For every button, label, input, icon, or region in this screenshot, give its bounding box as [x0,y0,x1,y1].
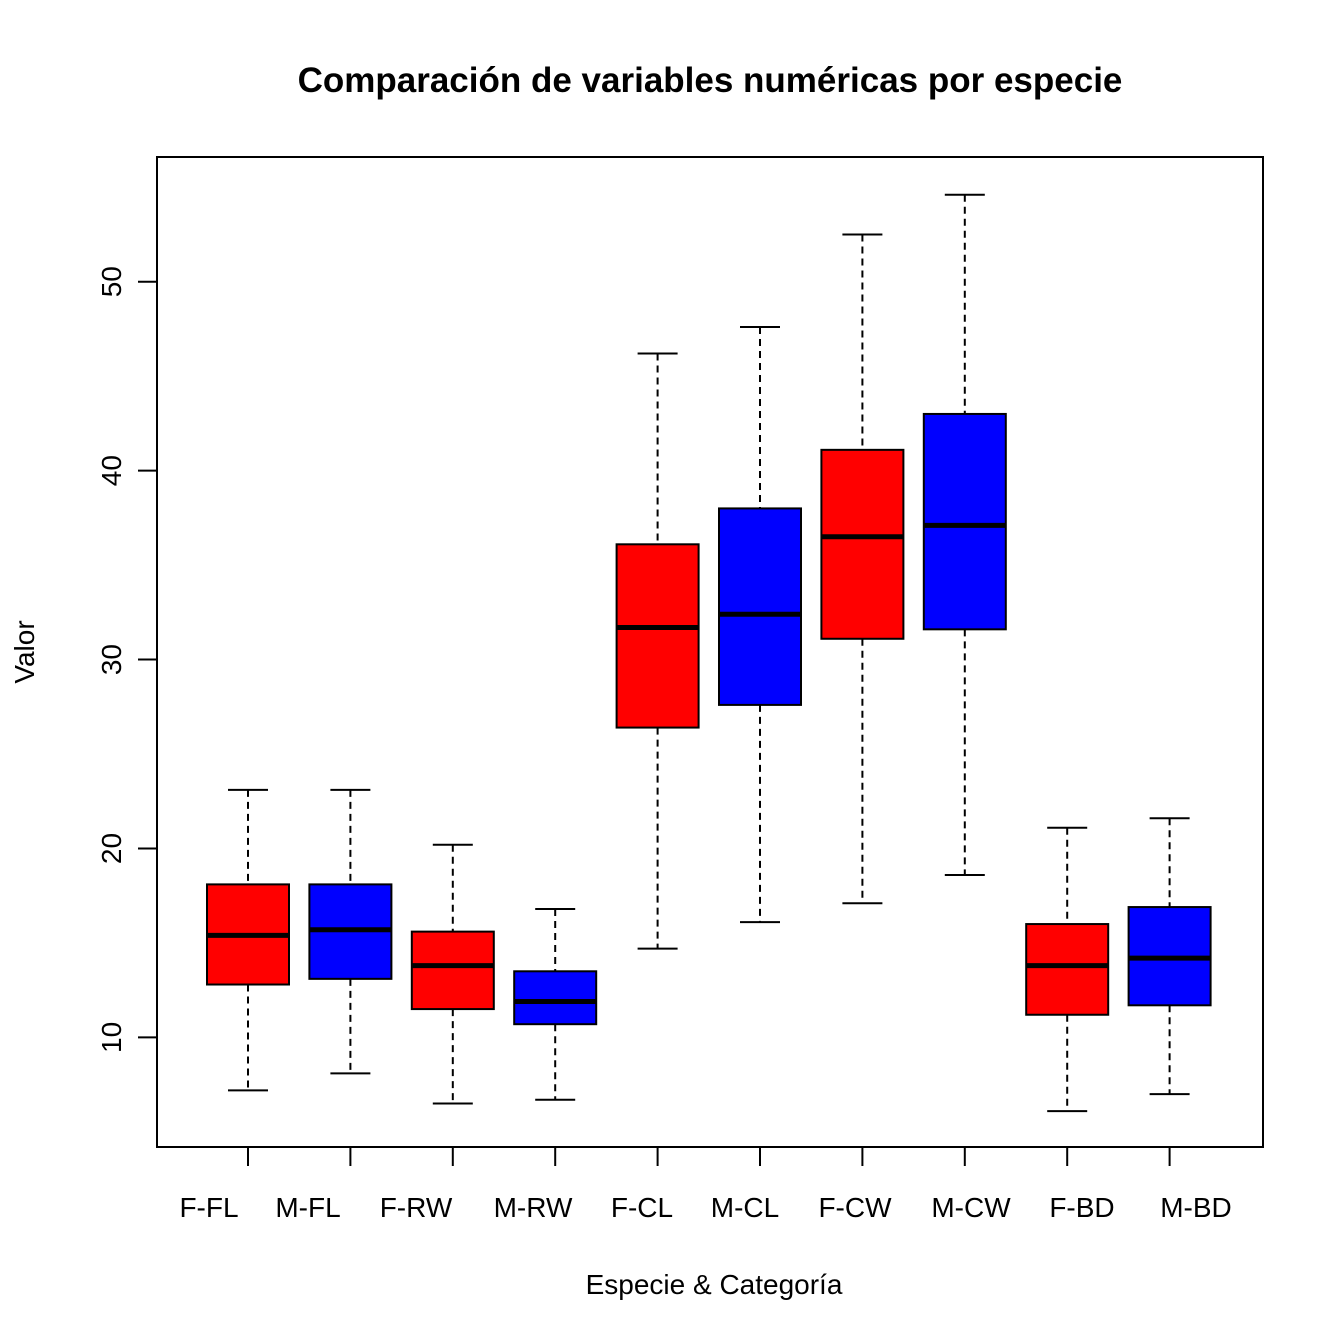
y-tick-label: 50 [96,266,127,297]
box-f-rw [410,843,495,1105]
x-axis-title: Especie & Categoría [586,1269,843,1300]
iqr-box [820,448,905,640]
x-tick-label: F-CW [818,1192,892,1223]
iqr-box [615,543,700,729]
iqr-box [410,930,495,1011]
boxes-group [206,193,1212,1113]
x-tick-label: F-FL [179,1192,238,1223]
x-tick-label: M-RW [494,1192,573,1223]
y-axis-title: Valor [9,620,40,683]
box-m-fl [308,788,393,1075]
iqr-box [922,412,1007,631]
iqr-box [1025,923,1110,1016]
iqr-box [513,970,598,1026]
x-tick-label: M-CW [931,1192,1011,1223]
y-tick-label: 20 [96,833,127,864]
x-tick-label: F-RW [380,1192,453,1223]
x-tick-label: M-BD [1160,1192,1232,1223]
box-f-cw [820,233,905,905]
x-axis: F-FL M-FL F-RW M-RW F-CL M-CL F-CW M-CW F-BD M-BD [179,1146,1232,1223]
y-tick-label: 10 [96,1022,127,1053]
y-tick-label: 40 [96,455,127,486]
box-m-bd [1127,817,1212,1096]
iqr-box [718,507,802,706]
y-axis: 10 20 30 40 50 [96,266,158,1053]
x-tick-label: M-FL [275,1192,340,1223]
x-tick-label: M-CL [711,1192,779,1223]
box-m-rw [513,907,598,1101]
x-tick-label: F-BD [1049,1192,1114,1223]
x-tick-label: F-CL [611,1192,673,1223]
y-tick-label: 30 [96,644,127,675]
box-f-fl [206,788,290,1092]
chart-title: Comparación de variables numéricas por e… [298,61,1123,100]
box-m-cl [718,326,802,924]
box-f-bd [1025,826,1110,1113]
box-f-cl [615,352,700,950]
box-m-cw [922,193,1007,876]
